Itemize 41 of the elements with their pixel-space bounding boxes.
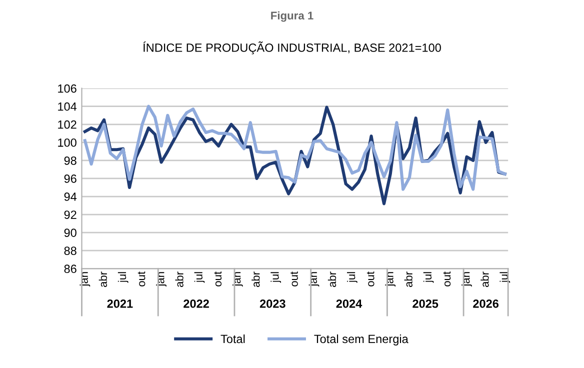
line-series [83, 104, 506, 191]
x-tick-label: jan [80, 272, 90, 287]
text: 2022 [184, 300, 209, 308]
y-tick-label: 102 [58, 120, 76, 129]
text: 2025 [412, 300, 438, 308]
chart-title: Figura 1 [271, 11, 314, 22]
text: 2026 [473, 300, 499, 308]
x-tick-label: abr [480, 272, 489, 288]
y-tick-label: 90 [64, 228, 76, 237]
x-tick-label: abr [175, 272, 184, 288]
y-tick-label: 92 [64, 210, 76, 219]
x-tick-label: jul [270, 272, 282, 283]
legend-label: Total sem Energia [314, 334, 408, 346]
y-tick-label: 106 [58, 84, 76, 93]
x-tick-label: jul [423, 272, 434, 283]
x-tick-label: jul [194, 272, 205, 283]
y-tick-label: 88 [64, 246, 76, 255]
y-tick-label: 86 [64, 264, 76, 274]
x-tick-label: out [366, 272, 374, 286]
x-tick-label: abr [252, 272, 260, 288]
text: 2021 [107, 300, 133, 308]
x-tick-label: out [138, 272, 146, 286]
x-tick-label: jan [156, 272, 166, 287]
x-tick-label: jul [118, 272, 128, 283]
x-tick-label: out [214, 272, 222, 286]
chart-subtitle: ÍNDICE DE PRODUÇÃO INDUSTRIAL, BASE 2021=100 [143, 41, 441, 54]
x-tick-label: jul [347, 272, 358, 283]
y-tick-label: 94 [64, 192, 77, 201]
x-tick-label: out [443, 272, 451, 286]
x-tick-label: abr [98, 272, 108, 288]
x-tick-label: out [290, 272, 298, 286]
x-tick-label: abr [404, 272, 412, 288]
x-tick-label: jan [385, 272, 396, 287]
text: 2024 [336, 300, 362, 308]
y-tick-label: 98 [64, 156, 76, 165]
legend-label: Total [220, 334, 245, 344]
text: 2023 [260, 300, 286, 308]
x-tick-label: abr [328, 272, 336, 288]
y-tick-label: 104 [58, 102, 77, 111]
y-tick-label: 100 [58, 138, 76, 147]
y-tick-label: 96 [64, 174, 76, 183]
